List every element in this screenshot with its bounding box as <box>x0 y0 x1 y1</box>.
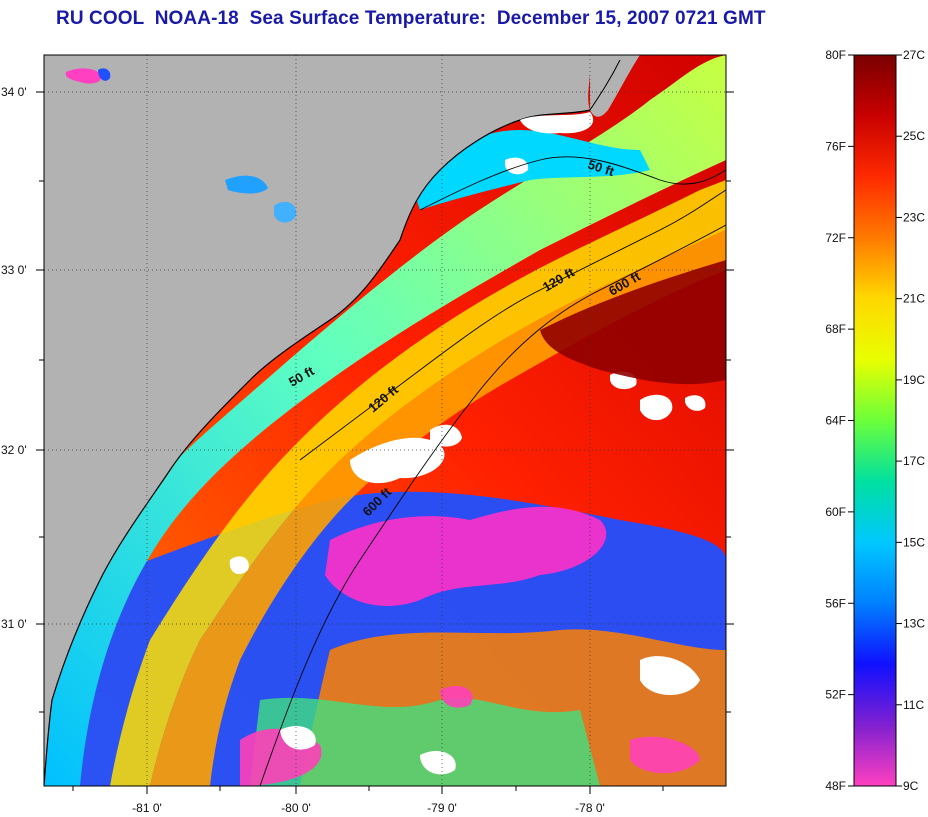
magenta-eddies <box>325 506 607 606</box>
depth-contour-lines <box>259 156 726 786</box>
land-north-point <box>590 55 640 117</box>
colorbar-c-label: 27C <box>903 48 925 62</box>
gulf-stream-core <box>540 260 726 385</box>
lat-tick-label-33: 33 0' <box>1 263 27 277</box>
colorbar-c-label: 19C <box>903 373 925 387</box>
colorbar-f-label: 56F <box>825 596 846 610</box>
north-cyan-shelf <box>410 130 650 210</box>
colorbar-c-label: 17C <box>903 454 925 468</box>
colorbar-f-label: 48F <box>825 779 846 793</box>
colorbar-c-label: 9C <box>903 779 919 793</box>
midshelf-yellow <box>110 180 726 786</box>
cloud-patches <box>229 157 706 775</box>
inland-lakes <box>65 68 297 223</box>
coastline <box>44 109 591 786</box>
colorbar-c-label: 21C <box>903 292 925 306</box>
colorbar-celsius-labels: 27C 25C 23C 21C 19C 17C 15C 13C 11C 9C <box>903 48 925 793</box>
map-title: RU COOL NOAA-18 Sea Surface Temperature:… <box>56 8 766 29</box>
map-frame <box>43 54 727 787</box>
south-green-patches <box>250 697 600 786</box>
colorbar-bar <box>853 54 897 787</box>
coastal-shoal <box>520 112 594 134</box>
colorbar-c-label: 13C <box>903 617 925 631</box>
colorbar-f-label: 68F <box>825 322 846 336</box>
colorbar-f-label: 64F <box>825 414 846 428</box>
colorbar-f-label: 72F <box>825 231 846 245</box>
colorbar-f-label: 52F <box>825 688 846 702</box>
colorbar-c-label: 23C <box>903 210 925 224</box>
lat-tick-label-34: 34 0' <box>1 85 27 99</box>
colorbar-f-label: 80F <box>825 48 846 62</box>
land-area <box>44 55 591 786</box>
graticule <box>44 55 726 786</box>
contour-120ft <box>299 189 726 461</box>
lon-tick-label-81: -81 0' <box>132 801 162 815</box>
lon-tick-label-80: -80 0' <box>281 801 311 815</box>
lat-tick-label-31: 31 0' <box>1 617 27 631</box>
lon-tick-label-79: -79 0' <box>427 801 457 815</box>
lat-tick-label-32: 32 0' <box>1 443 27 457</box>
colorbar-fahrenheit-labels: 80F 76F 72F 68F 64F 60F 56F 52F 48F <box>825 48 846 793</box>
colorbar-c-label: 11C <box>903 698 924 712</box>
colorbar-c-label: 25C <box>903 129 925 143</box>
colorbar: 80F 76F 72F 68F 64F 60F 56F 52F 48F 27C 25C 23C 21C… <box>825 48 925 793</box>
coastline-north <box>589 59 621 111</box>
colorbar-c-label: 15C <box>903 535 925 549</box>
colorbar-f-label: 60F <box>825 505 846 519</box>
colorbar-ticks <box>848 54 902 787</box>
contour-600ft <box>259 224 726 786</box>
shelf-water <box>44 55 726 786</box>
lon-tick-label-78: -78 0' <box>575 801 605 815</box>
south-magenta-patches <box>240 685 700 786</box>
colorbar-f-label: 76F <box>825 139 846 153</box>
map-panel <box>44 55 726 786</box>
axis-ticks <box>36 91 734 794</box>
contour-50ft <box>419 156 726 211</box>
